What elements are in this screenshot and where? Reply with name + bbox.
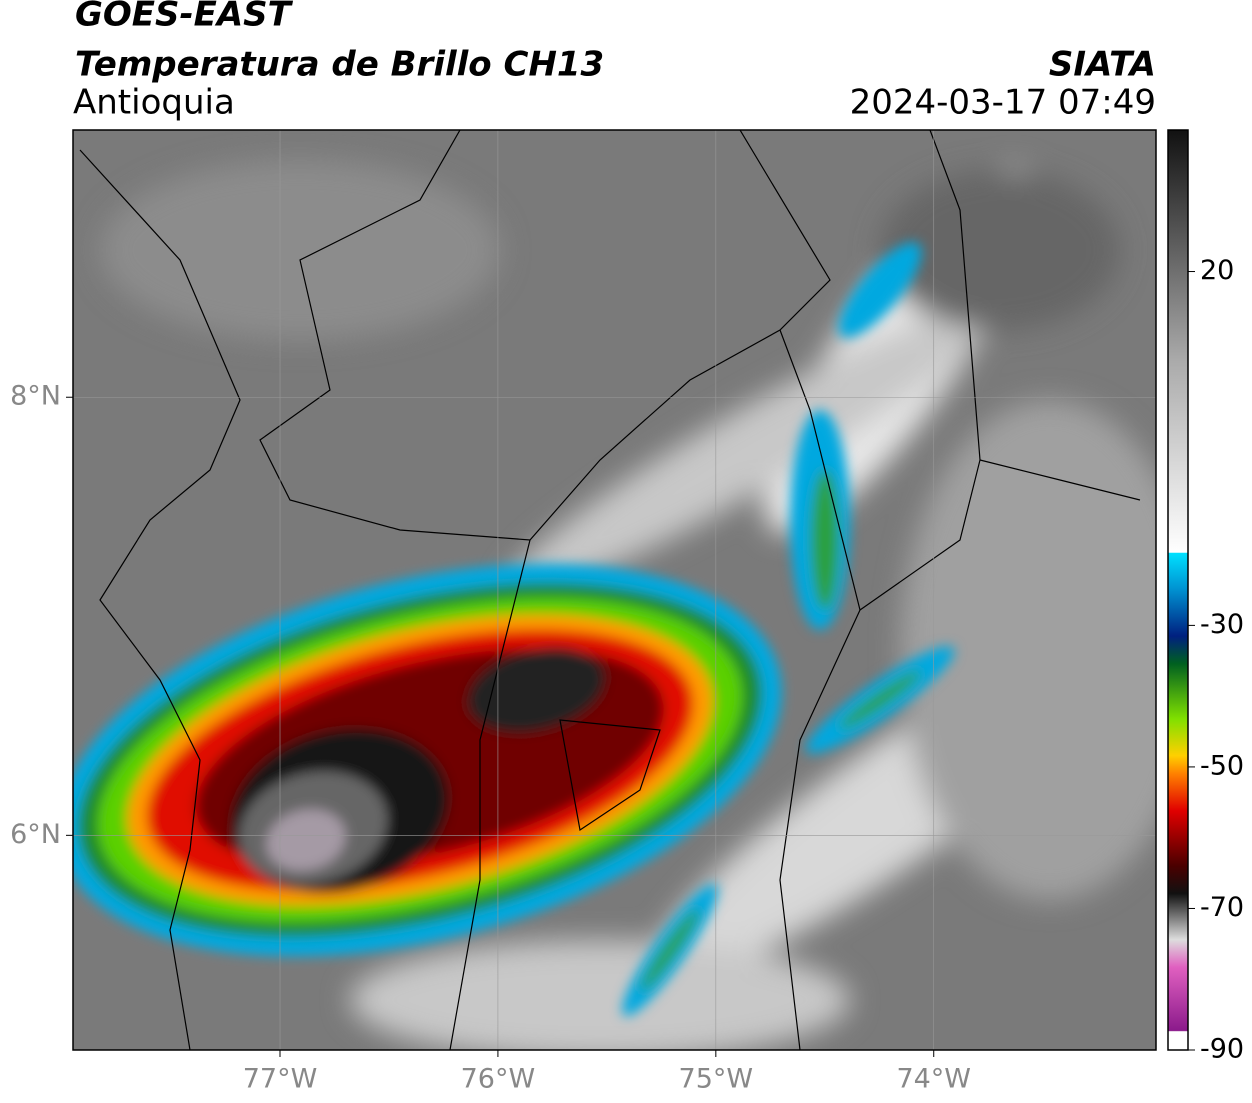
x-tick-label: 75°W: [679, 1064, 754, 1095]
subtitle: Temperatura de Brillo CH13: [75, 45, 604, 85]
x-tick-label: 74°W: [896, 1064, 971, 1095]
y-tick-label: 6°N: [10, 819, 61, 850]
colorbar-tick-label: 20: [1200, 255, 1234, 286]
colorbar-tick-label: -50: [1200, 750, 1244, 781]
y-tick-label: 8°N: [10, 381, 61, 412]
region: Antioquia: [73, 83, 235, 123]
source: SIATA: [1049, 45, 1156, 85]
map-frame: [72, 129, 1157, 1051]
satellite-image: [73, 130, 1156, 1050]
x-tick-label: 77°W: [243, 1064, 318, 1095]
colorbar-tick-label: -30: [1200, 609, 1244, 640]
datetime: 2024-03-17 07:49: [850, 83, 1156, 123]
colorbar-tick-label: -70: [1200, 892, 1244, 923]
title: GOES-EAST: [75, 0, 294, 35]
grid: [73, 130, 1156, 1050]
colorbar-tick-label: -90: [1200, 1034, 1244, 1065]
x-tick-label: 76°W: [461, 1064, 536, 1095]
colorbar: [1167, 129, 1189, 1051]
